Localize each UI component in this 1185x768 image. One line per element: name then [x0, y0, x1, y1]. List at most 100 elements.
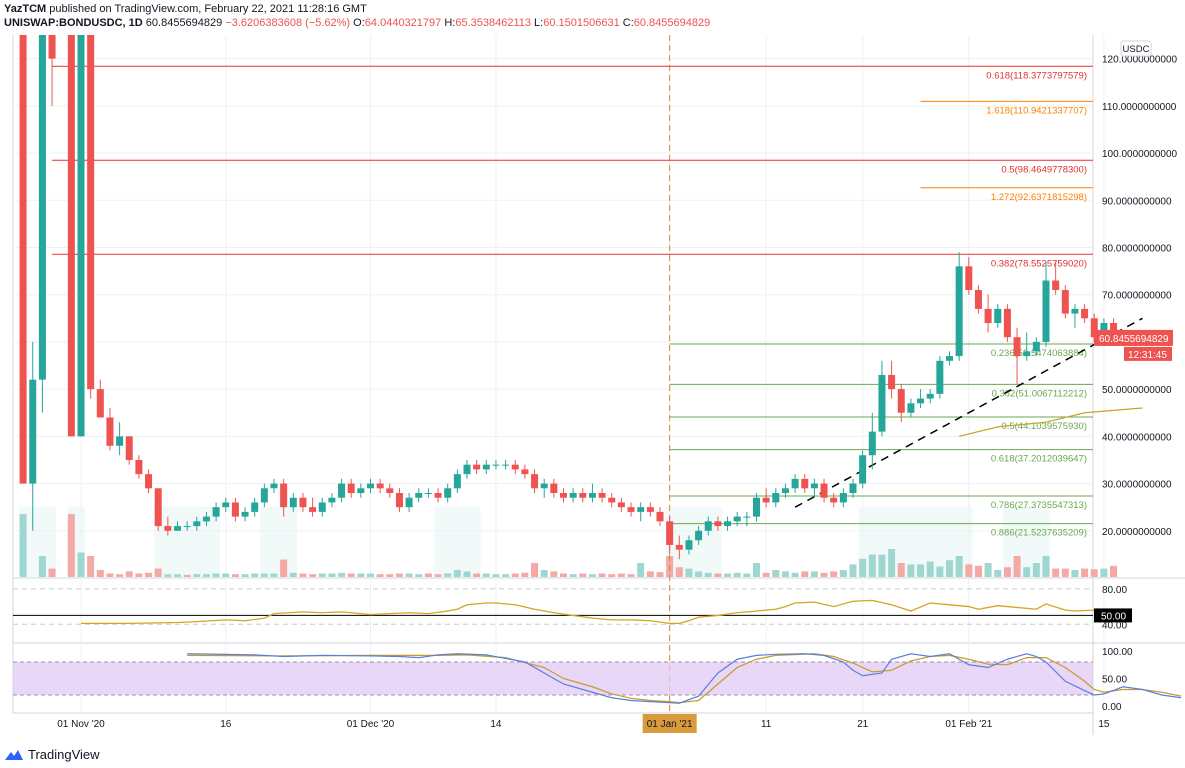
- volume-bar: [96, 570, 104, 577]
- candle-body: [820, 483, 828, 498]
- volume-bar: [1100, 568, 1108, 577]
- candle-body: [617, 502, 625, 508]
- moving-average-line: [959, 407, 1143, 437]
- volume-bar: [415, 574, 423, 577]
- volume-bar: [888, 549, 896, 577]
- volume-bar: [106, 573, 114, 577]
- volume-bar: [839, 570, 847, 577]
- candle-body: [367, 483, 374, 489]
- candle-body: [212, 507, 220, 517]
- volume-bar: [376, 574, 384, 577]
- volume-bar: [569, 574, 577, 577]
- candle-body: [38, 35, 46, 380]
- candle-body: [685, 540, 693, 550]
- candle-body: [19, 35, 27, 484]
- volume-bar: [511, 573, 519, 577]
- price-change: −3.6206383608 (−5.62%): [225, 17, 351, 29]
- volume-highlight: [858, 507, 973, 577]
- volume-bar: [502, 574, 510, 577]
- candle-body: [608, 497, 616, 503]
- candle-body: [724, 521, 732, 527]
- volume-bar: [695, 571, 703, 577]
- stoch-k-line: [187, 653, 1182, 704]
- volume-bar: [965, 564, 973, 577]
- volume-bar: [434, 574, 442, 577]
- volume-bar: [1110, 565, 1118, 577]
- candle-body: [444, 488, 452, 498]
- time-tick-label: 01 Feb '21: [945, 719, 992, 730]
- volume-bar: [531, 563, 539, 577]
- price-tick-label: 120.0000000000: [1102, 55, 1178, 66]
- candle-body: [521, 469, 529, 475]
- fib-level-label: 0.886(21.5237635209): [991, 528, 1087, 539]
- candle-body: [550, 483, 558, 494]
- candle-body: [135, 459, 143, 475]
- candle-body: [579, 493, 587, 498]
- volume-highlight: [260, 507, 298, 577]
- volume-bar: [820, 572, 828, 577]
- open-label: O:: [353, 17, 365, 29]
- time-tick-label: 16: [220, 719, 232, 730]
- volume-bar: [637, 563, 645, 577]
- candle-body: [106, 417, 114, 446]
- volume-bar: [453, 570, 461, 577]
- volume-bar: [1090, 569, 1098, 577]
- fib-level-label: 0.5(98.4649778300): [1001, 164, 1087, 175]
- price-tick-label: 40.0000000000: [1102, 432, 1172, 443]
- volume-bar: [772, 570, 780, 577]
- candle-body: [260, 488, 268, 503]
- currency-label: USDC: [1123, 44, 1150, 55]
- close-label: C:: [622, 17, 634, 29]
- candle-body: [965, 266, 973, 290]
- symbol-label[interactable]: UNISWAP:BONDUSDC, 1D: [4, 17, 143, 29]
- candle-body: [569, 493, 577, 498]
- candle-body: [560, 493, 567, 498]
- candle-body: [1071, 308, 1079, 314]
- price-tick-label: 50.0000000000: [1102, 385, 1172, 396]
- volume-bar: [183, 574, 191, 577]
- tradingview-logo[interactable]: TradingView: [4, 747, 100, 762]
- volume-bar: [67, 514, 75, 577]
- candle-body: [125, 436, 133, 460]
- high-value: 65.3538462113: [455, 17, 531, 29]
- fib-level-label: 0.382(78.5525759020): [991, 258, 1087, 269]
- candle-body: [424, 493, 432, 495]
- candle-body: [482, 464, 490, 470]
- candle-body: [492, 464, 500, 466]
- volume-bar: [280, 559, 288, 577]
- candle-body: [395, 493, 403, 508]
- time-tick-label: 01 Nov '20: [57, 719, 105, 730]
- volume-bar: [260, 573, 268, 577]
- candle-body: [415, 493, 423, 498]
- fib-level-label: 1.272(92.6371815298): [991, 192, 1087, 203]
- volume-bar: [125, 571, 133, 577]
- fib-level-label: 0.236(59.5474063884): [991, 348, 1087, 359]
- time-tick-label: 21: [857, 719, 869, 730]
- rsi-tick-label: 40.00: [1102, 620, 1127, 631]
- price-tick-label: 100.0000000000: [1102, 149, 1178, 160]
- volume-bar: [791, 572, 799, 577]
- volume-bar: [473, 573, 481, 577]
- fib-level-label: 0.786(27.3735547313): [991, 500, 1087, 511]
- volume-bar: [202, 574, 210, 577]
- volume-bar: [386, 574, 394, 577]
- volume-bar: [984, 563, 992, 577]
- volume-bar: [145, 572, 153, 577]
- volume-bar: [878, 554, 886, 577]
- volume-bar: [598, 573, 606, 577]
- author-name[interactable]: YazTCM: [4, 3, 47, 15]
- volume-bar: [299, 573, 307, 577]
- stoch-tick-label: 100.00: [1102, 647, 1133, 658]
- candle-body: [656, 511, 664, 522]
- candle-body: [511, 464, 519, 470]
- rsi-last-badge: [1094, 608, 1132, 623]
- candle-body: [48, 35, 56, 59]
- volume-bar: [231, 574, 239, 577]
- volume-bar: [801, 571, 809, 577]
- fib-level-label: 0.618(37.2012039647): [991, 454, 1087, 465]
- volume-bar: [222, 573, 230, 577]
- candle-body: [1013, 337, 1021, 357]
- stoch-tick-label: 0.00: [1102, 702, 1122, 713]
- volume-bar: [608, 574, 616, 577]
